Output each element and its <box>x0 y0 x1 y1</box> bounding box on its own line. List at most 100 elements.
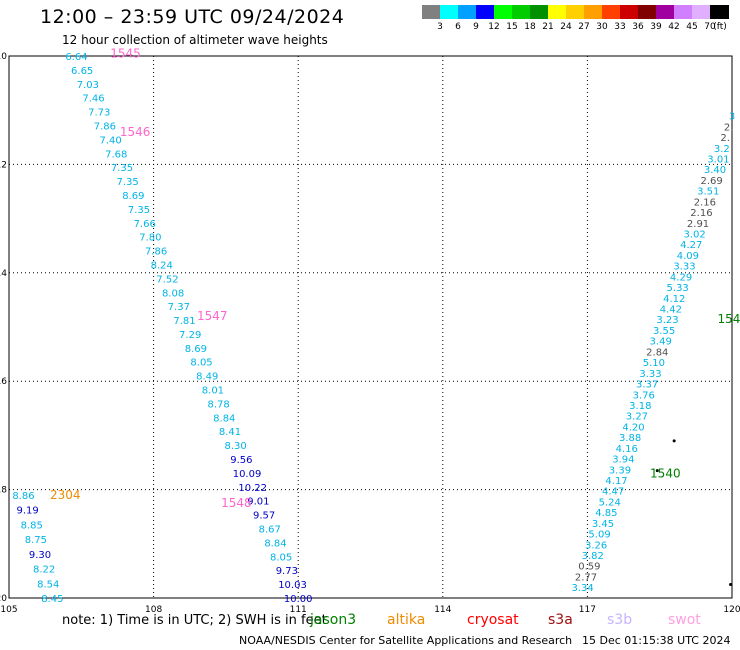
altimeter-tracks: 6.64 6.65 7.03 7.46 7.73 7.86 7.40 7.68 7.35 7.35… <box>12 46 740 605</box>
wave-height-value: 7.37 <box>168 302 190 313</box>
color-legend: 3 6 9 12 15 18 21 24 27 30 33 36 39 42 45 70 (ft) <box>422 5 729 35</box>
wave-height-value: 3.02 <box>684 230 706 241</box>
wave-height-value: 8.86 <box>12 491 34 502</box>
wave-height-value: 4.42 <box>660 305 682 316</box>
wave-height-value: 3.76 <box>633 390 655 401</box>
wave-height-value: 9.73 <box>276 566 298 577</box>
lon-tick-label: 117 <box>579 605 596 615</box>
wave-height-value: 5.24 <box>599 497 621 508</box>
credit-text: NOAA/NESDIS Center for Satellite Applica… <box>239 634 573 647</box>
wave-height-value: 3.82 <box>582 551 604 562</box>
legend-level-label: 12 <box>488 22 500 32</box>
wave-height-value: 3.01 <box>707 154 729 165</box>
legend-swatch <box>602 5 621 19</box>
wave-height-value: 2.69 <box>700 176 722 187</box>
legend-level-label: 3 <box>437 22 443 32</box>
lat-tick-label: -12 <box>0 160 7 170</box>
wave-height-value: 8.67 <box>259 525 281 536</box>
island-mark <box>672 439 676 443</box>
legend-swatch <box>494 5 513 19</box>
wave-height-value: 8.41 <box>219 427 241 438</box>
wave-height-value: 4.16 <box>616 444 638 455</box>
wave-height-value: 4.29 <box>670 272 692 283</box>
legend-swatch <box>656 5 675 19</box>
wave-height-value: 8.08 <box>162 288 184 299</box>
legend-swatch <box>476 5 495 19</box>
wave-height-value: 2.77 <box>575 572 597 583</box>
lat-tick-label: -10 <box>0 52 7 62</box>
legend-level-label: 39 <box>650 22 662 32</box>
wave-height-value: 6.65 <box>71 66 93 77</box>
wave-height-value: 3 <box>729 112 735 123</box>
wave-height-value: 8.85 <box>21 520 43 531</box>
wave-height-value: 3.33 <box>639 369 661 380</box>
wave-height-value: 7.86 <box>145 247 167 258</box>
wave-height-value: 3.94 <box>612 455 634 466</box>
legend-unit-label: (ft) <box>713 22 727 32</box>
wave-height-value: 3.23 <box>656 315 678 326</box>
satellite-s3a: s3a <box>548 612 573 628</box>
page-subtitle: 12 hour collection of altimeter wave hei… <box>62 33 328 47</box>
wave-height-value: 3.18 <box>629 401 651 412</box>
wave-height-value: 3.37 <box>636 380 658 391</box>
wave-height-value: 8.75 <box>25 535 47 546</box>
island-mark <box>655 469 659 473</box>
wave-height-value: 10.09 <box>233 469 262 480</box>
wave-height-value: 2. <box>724 122 734 133</box>
timestamp-text: 15 Dec 01:15:38 UTC 2024 <box>582 634 731 647</box>
wave-height-value: 3.51 <box>697 187 719 198</box>
wave-height-value: 8.78 <box>207 399 229 410</box>
wave-height-value: 5.10 <box>643 358 665 369</box>
pass-time-label: 1545 <box>110 46 141 60</box>
lon-tick-label: 105 <box>0 605 17 615</box>
wave-height-value: 5.09 <box>588 530 610 541</box>
wave-height-value: 8.45 <box>41 594 63 605</box>
legend-swatch <box>710 5 729 19</box>
wave-height-value: 3.40 <box>704 165 726 176</box>
wave-height-value: 3.88 <box>619 433 641 444</box>
wave-height-value: 8.24 <box>151 260 173 271</box>
wave-height-value: 3.49 <box>650 337 672 348</box>
wave-height-value: 8.22 <box>33 565 55 576</box>
wave-height-value: 7.86 <box>94 121 116 132</box>
pass-time-label: 1540 <box>650 466 681 480</box>
wave-height-value: 0.59 <box>578 562 600 573</box>
page-title: 12:00 – 23:59 UTC 09/24/2024 <box>40 6 345 28</box>
wave-height-value: 8.01 <box>202 386 224 397</box>
wave-height-value: 3.26 <box>585 540 607 551</box>
legend-level-label: 36 <box>632 22 644 32</box>
map-frame <box>8 55 733 599</box>
satellite-s3b: s3b <box>607 612 633 628</box>
wave-height-value: 3.33 <box>673 262 695 273</box>
wave-height-value: 2.16 <box>694 197 716 208</box>
legend-level-label: 9 <box>473 22 479 32</box>
wave-height-value: 3.34 <box>571 583 593 594</box>
wave-height-value: 3.27 <box>626 412 648 423</box>
wave-height-value: 2.16 <box>690 208 712 219</box>
legend-level-label: 33 <box>614 22 626 32</box>
satellite-swot: swot <box>668 612 701 628</box>
wave-height-value: 2.91 <box>687 219 709 230</box>
lat-tick-label: -16 <box>0 377 7 387</box>
wave-height-value: 3.55 <box>653 326 675 337</box>
legend-swatch <box>620 5 639 19</box>
wave-height-value: 10.22 <box>238 483 267 494</box>
wave-height-value: 7.66 <box>134 219 156 230</box>
wave-height-value: 3.45 <box>592 519 614 530</box>
wave-height-value: 4.12 <box>663 294 685 305</box>
wave-height-value: 7.68 <box>105 149 127 160</box>
legend-swatch <box>548 5 567 19</box>
wave-height-value: 8.05 <box>190 358 212 369</box>
wave-height-value: 7.80 <box>139 233 161 244</box>
satellite-jason3: jason3 <box>310 612 357 628</box>
legend-level-label: 70 <box>704 22 716 32</box>
legend-swatch <box>566 5 585 19</box>
wave-height-value: 4.20 <box>622 422 644 433</box>
lat-tick-label: -20 <box>0 594 7 604</box>
wave-height-value: 5.33 <box>667 283 689 294</box>
legend-swatch <box>530 5 549 19</box>
legend-swatch <box>638 5 657 19</box>
legend-level-label: 18 <box>524 22 536 32</box>
lon-tick-label: 111 <box>290 605 307 615</box>
